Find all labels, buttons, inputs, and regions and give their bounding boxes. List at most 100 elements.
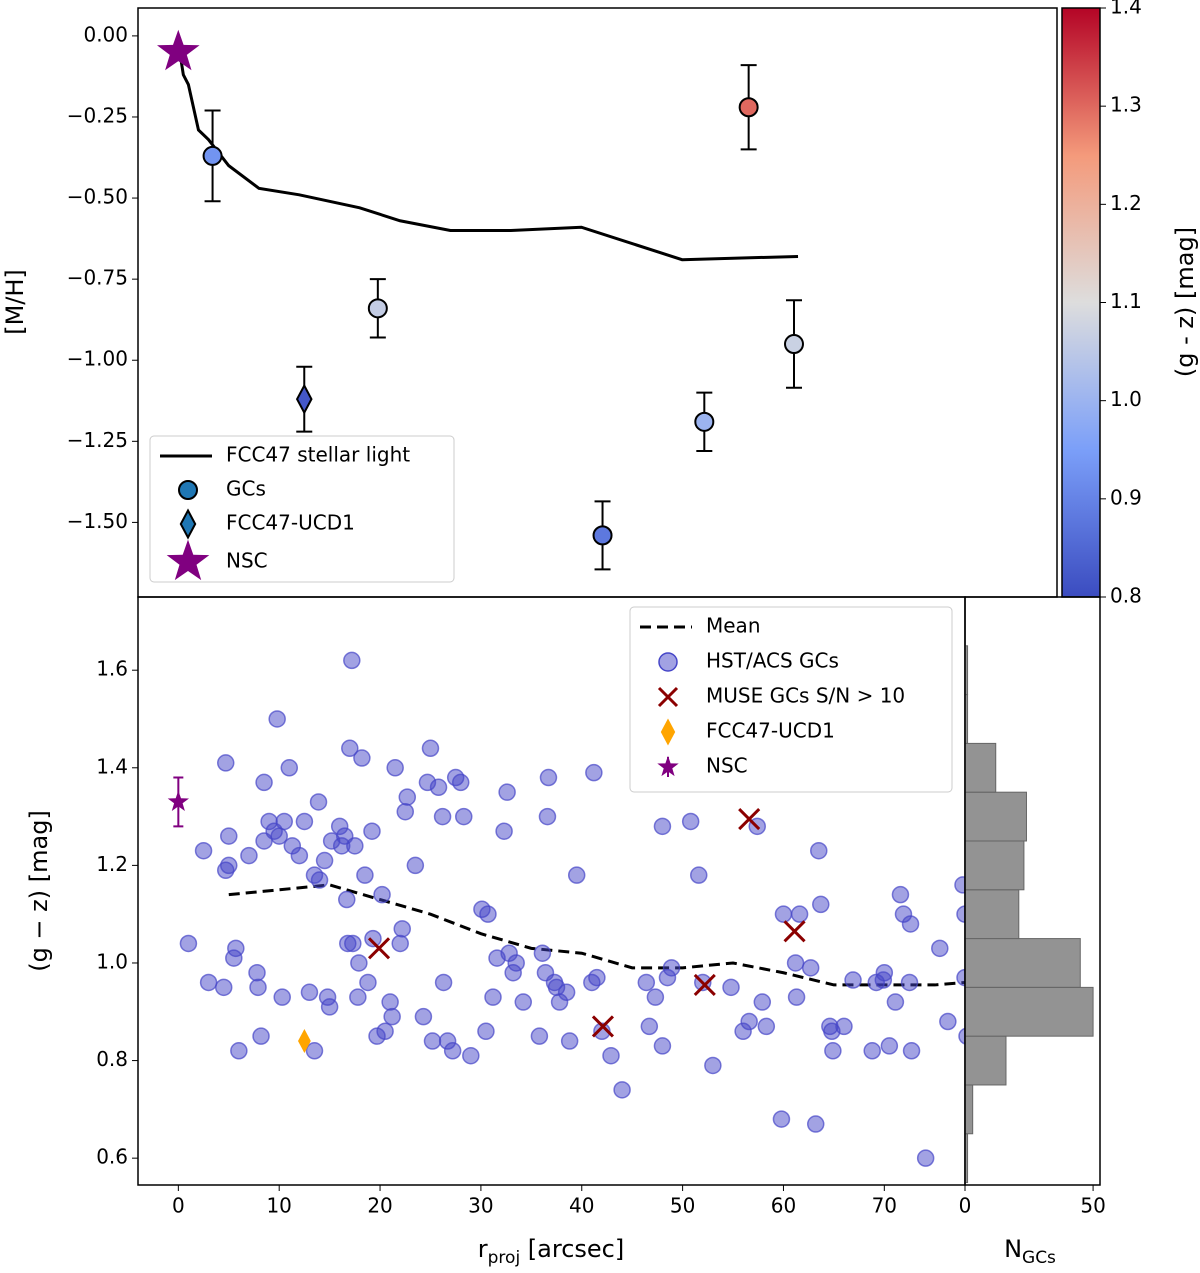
marker [398, 788, 417, 806]
marker [689, 866, 708, 884]
marker [255, 773, 273, 792]
marker [653, 817, 672, 836]
marker [341, 739, 359, 758]
y-tick-label: 1.2 [96, 852, 128, 876]
x-tick-label: 50 [1080, 1194, 1105, 1218]
x-label-unit: [arcsec] [520, 1235, 624, 1263]
marker [295, 383, 313, 415]
marker [738, 807, 761, 831]
hist-bar [965, 889, 1020, 940]
marker [560, 1032, 579, 1050]
marker [268, 710, 286, 728]
x-tick-label: 0 [959, 1194, 972, 1218]
marker [958, 1027, 965, 1045]
marker [753, 993, 772, 1011]
legend-marker [660, 718, 676, 746]
marker [939, 1012, 957, 1031]
axes-frame [964, 596, 1101, 1186]
marker [434, 973, 453, 992]
x-tick-label: 50 [670, 1194, 695, 1218]
marker [757, 1017, 776, 1036]
hist-bar [965, 742, 997, 793]
marker [495, 822, 513, 840]
marker [356, 866, 374, 884]
plot-area [167, 651, 965, 1167]
marker [214, 978, 233, 997]
marker [533, 944, 552, 962]
marker [157, 29, 200, 71]
marker [167, 790, 189, 811]
legend-label: NSC [706, 754, 748, 778]
marker [722, 978, 740, 997]
x-tick-label: 60 [771, 1194, 796, 1218]
marker [738, 97, 759, 118]
y-tick-label: 1.0 [96, 949, 128, 973]
marker [273, 988, 291, 1006]
marker [383, 1007, 401, 1026]
marker [694, 411, 715, 432]
colorbar-tick-label: 1.2 [1110, 191, 1142, 215]
marker [455, 807, 473, 826]
marker [863, 1042, 881, 1060]
x-tick-label: 0 [172, 1194, 185, 1218]
marker [367, 937, 391, 960]
y-axis-label: [M/H] [1, 269, 29, 335]
marker [423, 1032, 442, 1050]
marker [806, 1115, 825, 1133]
marker [637, 973, 656, 992]
marker [280, 759, 299, 777]
colorbar-label: (g - z) [mag] [1171, 227, 1199, 377]
marker [774, 905, 793, 923]
marker [875, 963, 894, 982]
marker [900, 973, 919, 992]
marker [653, 1037, 672, 1055]
legend-marker [657, 755, 679, 777]
legend-box [629, 606, 953, 793]
colorbar-tick-label: 1.4 [1110, 0, 1142, 19]
marker [451, 773, 470, 792]
marker [539, 768, 558, 787]
marker [396, 802, 415, 821]
marker [681, 812, 700, 831]
legend-marker [179, 508, 197, 540]
marker [320, 998, 339, 1016]
legend-marker [657, 686, 679, 708]
x-label-sub: proj [488, 1248, 521, 1268]
x-label-main: r [478, 1235, 488, 1263]
plot-area [965, 645, 1094, 1184]
x-tick-label: 30 [468, 1194, 493, 1218]
marker [557, 983, 576, 1002]
y-tick-label: −0.25 [67, 103, 128, 127]
marker [880, 1037, 899, 1055]
marker [216, 754, 235, 772]
x-axis-label: rproj [arcsec] [478, 1235, 624, 1268]
marker [538, 807, 557, 826]
y-tick-label: −1.00 [67, 347, 128, 371]
marker [194, 841, 213, 860]
marker [406, 856, 425, 875]
marker [956, 905, 965, 923]
x-tick-label: 40 [569, 1194, 594, 1218]
hist-bar [965, 645, 969, 696]
marker [693, 973, 716, 996]
marker [567, 866, 586, 884]
marker [350, 954, 368, 972]
marker [891, 885, 910, 904]
legend-label: Mean [706, 614, 761, 638]
marker [227, 939, 245, 958]
marker [498, 783, 516, 801]
marker [252, 1027, 270, 1045]
marker [646, 988, 665, 1006]
legend-marker [658, 652, 678, 672]
marker [433, 807, 452, 826]
marker [220, 827, 238, 845]
legend-label: GCs [226, 477, 266, 501]
marker [931, 939, 949, 958]
marker [477, 1022, 495, 1041]
legend-label: FCC47-UCD1 [226, 511, 355, 535]
marker [376, 1022, 394, 1041]
colorbar [1061, 7, 1101, 598]
y-tick-label: 0.00 [83, 22, 128, 46]
legend-marker [166, 539, 210, 581]
hist-bar [965, 938, 1081, 988]
